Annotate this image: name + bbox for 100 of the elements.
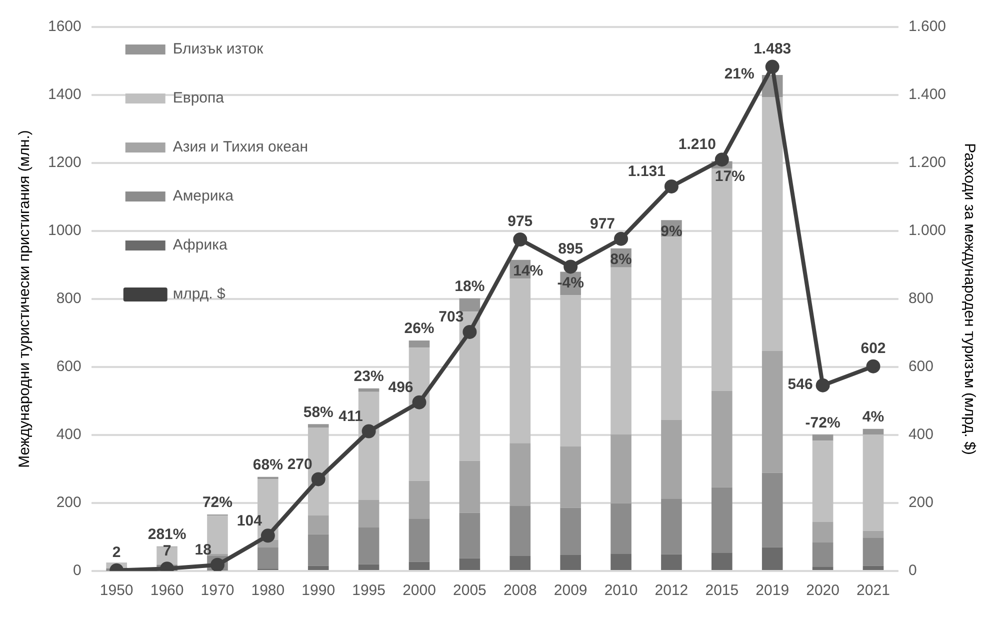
bar (812, 566, 834, 570)
annotation: 26% (404, 320, 434, 338)
data-label: 270 (287, 456, 312, 473)
legend-label: млрд. $ (172, 286, 226, 303)
point (564, 260, 578, 274)
x-tick-label: 2005 (453, 582, 486, 600)
bar (762, 472, 783, 548)
x-tick-label: 1970 (200, 582, 234, 600)
point (412, 395, 426, 410)
y-tick-label: 200 (56, 494, 82, 512)
bar (812, 542, 834, 567)
x-tick-label: 1950 (100, 582, 134, 600)
bar (862, 566, 884, 570)
data-label: 1.483 (754, 40, 792, 58)
point (714, 152, 729, 167)
x-tick-label: 1995 (352, 582, 386, 600)
y2-tick-label: 1.400 (908, 86, 946, 104)
annotation: 18% (454, 278, 485, 295)
x-tick-label: 2010 (604, 582, 638, 600)
bar (762, 547, 783, 570)
bar (408, 340, 430, 348)
bar (308, 566, 329, 570)
bar (862, 530, 884, 538)
annotation: 58% (303, 404, 334, 421)
bar (661, 498, 682, 554)
bar (308, 534, 329, 566)
annotation: 8% (610, 250, 632, 268)
point (462, 324, 477, 339)
data-label: 411 (338, 408, 363, 425)
y-tick-label: 400 (56, 426, 82, 444)
y-tick-label: 0 (73, 562, 82, 580)
data-label: 977 (590, 215, 616, 232)
bar (156, 547, 178, 565)
bar (862, 538, 884, 566)
bar (610, 267, 632, 434)
legend-label: Близък изток (172, 40, 264, 58)
y2-tick-label: 600 (908, 358, 934, 376)
annotation: 21% (724, 66, 754, 83)
bar (510, 278, 531, 444)
y-tick-label: 1400 (48, 86, 82, 104)
x-tick-label: 2000 (402, 582, 436, 600)
bar (812, 440, 834, 522)
bar (510, 556, 531, 570)
y-axis-title: Международни туристически пристигания (млн.) (16, 130, 34, 468)
bar (610, 554, 632, 570)
bar (408, 518, 430, 562)
bar (862, 428, 884, 435)
y-tick-label: 600 (56, 358, 82, 376)
x-tick-label: 2019 (756, 582, 790, 600)
bar (661, 236, 682, 420)
bar (762, 351, 783, 473)
y2-tick-label: 1.600 (908, 18, 946, 36)
bar (610, 434, 632, 504)
annotation: 281% (148, 526, 186, 544)
y2-tick-label: 800 (908, 290, 934, 308)
bar (560, 446, 581, 508)
y2-axis-title: Разходи за международен туризъм (млрд. $) (960, 143, 978, 455)
bar (812, 522, 834, 542)
bar (459, 558, 480, 570)
data-label: 895 (558, 240, 584, 258)
annotation: 4% (862, 408, 884, 426)
x-tick-label: 2021 (856, 582, 890, 600)
bar (358, 527, 380, 564)
x-tick-label: 1990 (302, 582, 336, 600)
point (765, 60, 780, 74)
annotation: 17% (714, 168, 745, 185)
x-tick-label: 1980 (251, 582, 285, 600)
bar (661, 554, 682, 570)
data-label: 1.210 (678, 136, 716, 154)
data-label: 1.131 (628, 163, 666, 180)
point (614, 232, 628, 246)
bar (358, 564, 380, 570)
bar (560, 555, 581, 570)
legend-label: Азия и Тихия океан (172, 138, 308, 156)
annotation: 23% (354, 368, 384, 386)
data-label: 496 (388, 379, 414, 396)
legend-label: Африка (172, 236, 228, 254)
bar (308, 424, 329, 428)
x-tick-label: 1960 (150, 582, 184, 600)
bar (610, 503, 632, 554)
y2-tick-label: 1.200 (908, 154, 946, 172)
annotation: 72% (202, 494, 232, 512)
y2-tick-label: 0 (908, 562, 917, 580)
bar (712, 487, 732, 553)
y2-tick-label: 400 (908, 426, 934, 444)
point (866, 359, 880, 374)
data-label: 703 (438, 308, 464, 326)
bar (560, 295, 581, 447)
data-label: 104 (236, 512, 263, 530)
point (664, 179, 678, 194)
legend-label: Европа (172, 90, 225, 107)
point (311, 472, 326, 486)
bar (459, 460, 480, 513)
bar (510, 506, 531, 556)
bar (712, 552, 732, 570)
data-label: 7 (162, 542, 172, 560)
bar (308, 515, 329, 534)
bar (258, 548, 278, 569)
data-label: 546 (788, 376, 813, 393)
point (210, 558, 224, 571)
